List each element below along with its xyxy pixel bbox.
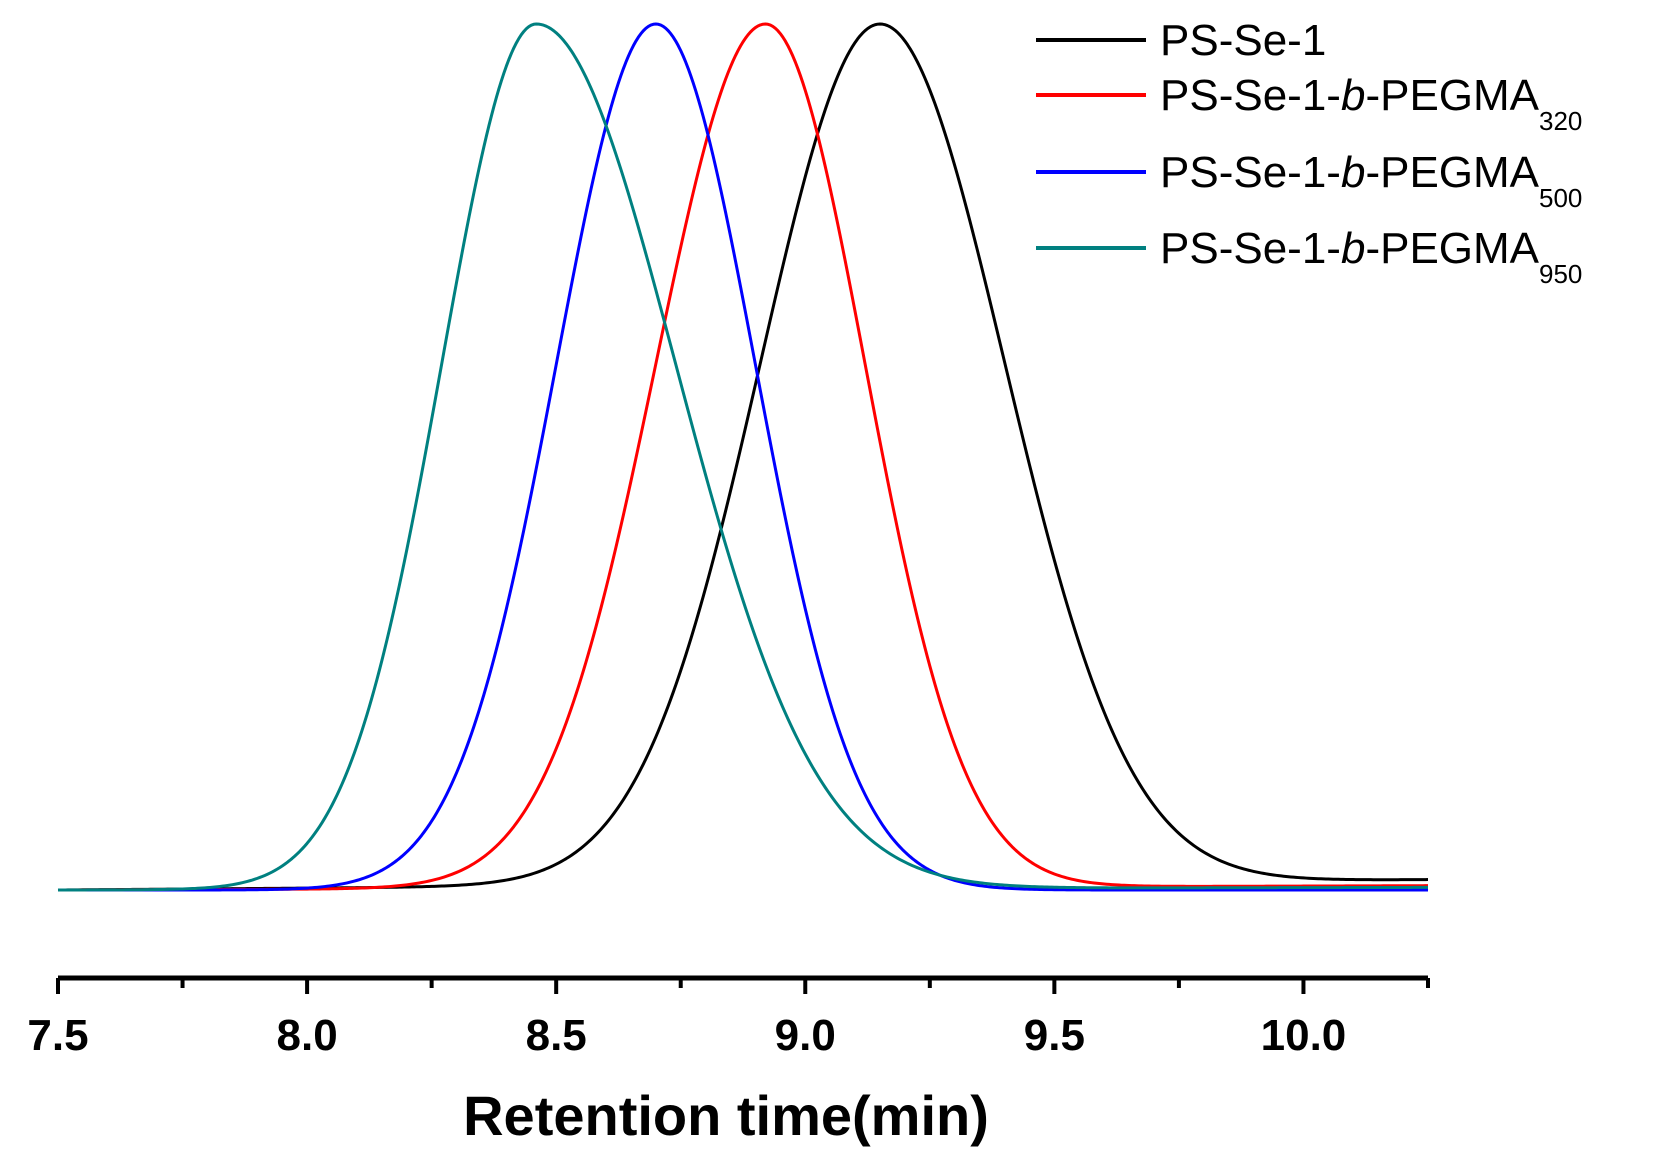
x-axis-title: Retention time(min) <box>463 1084 989 1147</box>
x-tick-label: 8.5 <box>526 1011 587 1060</box>
legend-label-prefix: PS-Se-1- <box>1160 148 1341 197</box>
x-axis: 7.5 8.0 8.5 9.0 9.5 10.0 <box>27 975 1430 1060</box>
legend-label: PS-Se-1-b-PEGMA500 <box>1160 148 1582 213</box>
legend-label-italic: b <box>1341 224 1365 273</box>
legend-label-italic: b <box>1341 71 1365 120</box>
plot-area <box>57 22 1429 892</box>
x-tick-label: 7.5 <box>27 1011 88 1060</box>
legend-label-suffix: -PEGMA <box>1365 148 1539 197</box>
legend-label-italic: b <box>1341 148 1365 197</box>
legend-label-suffix: -PEGMA <box>1365 71 1539 120</box>
legend-label-subscript: 320 <box>1539 106 1582 136</box>
legend-label-prefix: PS-Se-1 <box>1160 16 1326 65</box>
legend-label-prefix: PS-Se-1- <box>1160 71 1341 120</box>
legend-label: PS-Se-1-b-PEGMA320 <box>1160 71 1582 136</box>
x-tick-label: 9.0 <box>775 1011 836 1060</box>
legend-label: PS-Se-1 <box>1160 16 1326 65</box>
series-line-4 <box>57 22 1429 892</box>
x-tick-label: 10.0 <box>1261 1011 1347 1060</box>
legend-label-subscript: 950 <box>1539 259 1582 289</box>
x-tick-label: 9.5 <box>1024 1011 1085 1060</box>
series-line-3 <box>58 22 1428 892</box>
x-tick-label: 8.0 <box>277 1011 338 1060</box>
legend-label: PS-Se-1-b-PEGMA950 <box>1160 224 1582 289</box>
legend: PS-Se-1PS-Se-1-b-PEGMA320PS-Se-1-b-PEGMA… <box>1036 16 1582 289</box>
x-ticks: 7.5 8.0 8.5 9.0 9.5 10.0 <box>27 978 1430 1060</box>
legend-label-prefix: PS-Se-1- <box>1160 224 1341 273</box>
legend-label-suffix: -PEGMA <box>1365 224 1539 273</box>
legend-label-subscript: 500 <box>1539 183 1582 213</box>
